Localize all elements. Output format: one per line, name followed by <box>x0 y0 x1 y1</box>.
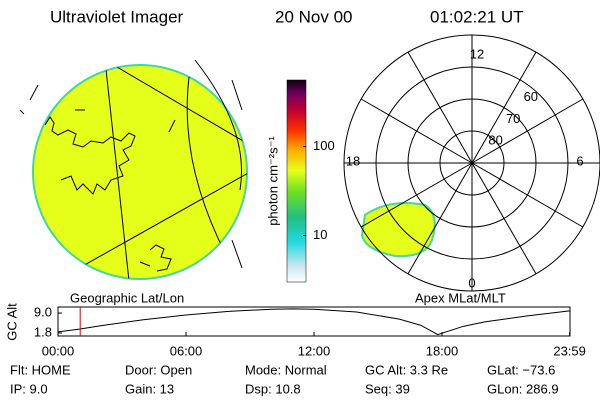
left-caption: Geographic Lat/Lon <box>70 290 184 305</box>
right-caption: Apex MLat/MLT <box>415 290 506 305</box>
x-tick-label: 18:00 <box>426 343 459 358</box>
status-field: Mode: Normal <box>245 362 327 377</box>
x-tick-label: 12:00 <box>298 343 331 358</box>
status-field: GLon: 286.9 <box>487 381 559 396</box>
altitude-label: GC Alt <box>4 303 19 341</box>
status-field: Door: Open <box>125 362 192 377</box>
date: 20 Nov 00 <box>275 7 353 26</box>
time: 01:02:21 UT <box>430 7 524 26</box>
x-tick-label: 00:00 <box>42 343 75 358</box>
status-field: Flt: HOME <box>10 362 71 377</box>
mlt-label: 18 <box>346 153 360 168</box>
title: Ultraviolet Imager <box>50 7 184 26</box>
lat-label: 60 <box>524 89 538 104</box>
y-tick-label: 9.0 <box>34 305 52 320</box>
colorbar-tick-label: 10 <box>313 227 327 242</box>
lat-ring <box>407 98 537 228</box>
status-field: GLat: −73.6 <box>487 362 555 377</box>
lat-label: 80 <box>488 133 502 148</box>
lat-label: 70 <box>506 111 520 126</box>
colorbar-tick-label: 100 <box>313 138 335 153</box>
polar-plot <box>343 34 600 292</box>
altitude-frame <box>57 306 571 337</box>
status-field: GC Alt: 3.3 Re <box>365 362 448 377</box>
status-field: Seq: 39 <box>365 381 410 396</box>
x-tick-label: 23:59 <box>553 343 586 358</box>
status-field: IP: 9.0 <box>10 381 48 396</box>
lat-ring <box>439 130 505 196</box>
lat-ring <box>375 66 569 260</box>
x-tick-label: 06:00 <box>170 343 203 358</box>
mlt-label: 12 <box>470 46 484 61</box>
status-field: Dsp: 10.8 <box>245 381 301 396</box>
globe <box>19 59 248 280</box>
colorbar <box>286 79 307 283</box>
mlt-label: 6 <box>576 153 583 168</box>
mlt-label: 0 <box>468 275 475 290</box>
altitude-curve <box>57 308 570 336</box>
y-tick-label: 1.8 <box>34 324 52 339</box>
status-field: Gain: 13 <box>125 381 174 396</box>
colorbar-label: photon cm⁻²s⁻¹ <box>265 136 280 226</box>
